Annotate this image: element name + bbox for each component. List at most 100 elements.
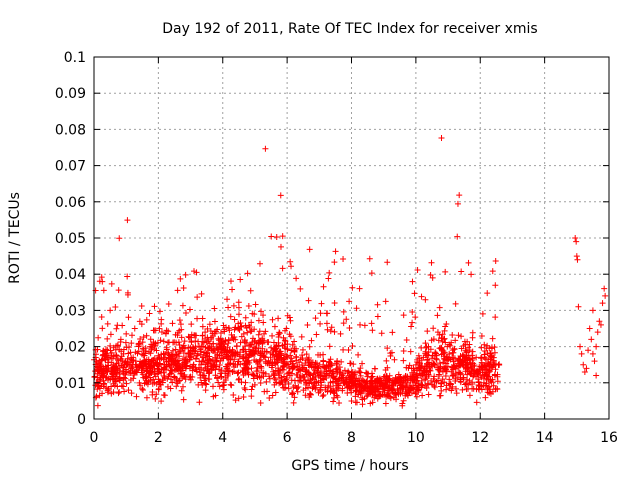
data-point (218, 340, 225, 347)
data-point (178, 370, 185, 377)
data-point (454, 233, 461, 240)
data-point (256, 340, 263, 347)
data-point (465, 259, 472, 266)
data-point (282, 345, 289, 352)
data-point (468, 271, 475, 278)
data-point (108, 366, 115, 373)
data-point (268, 364, 275, 371)
data-point (149, 388, 156, 395)
data-point (578, 350, 585, 357)
data-point (589, 350, 596, 357)
data-point (430, 375, 437, 382)
data-point (130, 375, 137, 382)
data-point (449, 331, 456, 338)
data-point (277, 243, 284, 250)
data-point (438, 387, 445, 394)
data-point (138, 321, 145, 328)
data-point (99, 325, 106, 332)
data-point (306, 371, 313, 378)
data-point (452, 337, 459, 344)
data-point (153, 360, 160, 367)
y-tick-label: 0.06 (55, 195, 86, 211)
data-point (486, 383, 493, 390)
data-point (281, 341, 288, 348)
data-point (384, 345, 391, 352)
data-point (230, 392, 237, 399)
data-point (231, 334, 238, 341)
data-point (208, 363, 215, 370)
data-point (392, 390, 399, 397)
data-point (438, 380, 445, 387)
data-point (290, 390, 297, 397)
data-point (574, 256, 581, 263)
data-point (227, 381, 234, 388)
data-point (95, 383, 102, 390)
data-point (478, 363, 485, 370)
data-point (182, 356, 189, 363)
axis-ticks (93, 56, 610, 420)
data-point (117, 336, 124, 343)
data-point (424, 328, 431, 335)
data-point (191, 347, 198, 354)
data-point (258, 308, 265, 315)
data-point (372, 378, 379, 385)
data-point (346, 325, 353, 332)
data-point (313, 368, 320, 375)
data-point (314, 369, 321, 376)
data-point (422, 383, 429, 390)
data-point (192, 364, 199, 371)
data-point (180, 350, 187, 357)
data-point (338, 378, 345, 385)
data-point (135, 348, 142, 355)
data-point (188, 354, 195, 361)
data-point (331, 394, 338, 401)
data-point (593, 372, 600, 379)
data-point (482, 382, 489, 389)
data-point (163, 344, 170, 351)
data-point (328, 324, 335, 331)
data-point (153, 391, 160, 398)
data-point (419, 382, 426, 389)
data-point (169, 347, 176, 354)
data-point (150, 341, 157, 348)
data-point (109, 355, 116, 362)
data-point (431, 382, 438, 389)
data-point (279, 233, 286, 240)
data-point (320, 391, 327, 398)
data-point (123, 330, 130, 337)
data-point (478, 344, 485, 351)
x-tick-label: 6 (283, 430, 292, 446)
data-point (437, 380, 444, 387)
data-point (169, 379, 176, 386)
data-point (466, 392, 473, 399)
data-point (124, 217, 131, 224)
data-point (253, 372, 260, 379)
data-point (464, 376, 471, 383)
data-point (473, 354, 480, 361)
data-point (249, 347, 256, 354)
data-point (224, 365, 231, 372)
data-point (453, 385, 460, 392)
data-point (455, 332, 462, 339)
data-point (178, 334, 185, 341)
data-point (199, 338, 206, 345)
data-point (400, 348, 407, 355)
data-point (422, 375, 429, 382)
data-point (254, 367, 261, 374)
data-point (418, 377, 425, 384)
data-point (162, 350, 169, 357)
data-point (143, 356, 150, 363)
data-point (230, 302, 237, 309)
y-tick-label: 0.09 (55, 86, 86, 102)
data-point (179, 362, 186, 369)
data-point (320, 351, 327, 358)
data-point (303, 380, 310, 387)
data-point (329, 368, 336, 375)
data-point (403, 337, 410, 344)
data-point (466, 377, 473, 384)
data-point (435, 377, 442, 384)
data-point (118, 348, 125, 355)
data-point (94, 402, 101, 409)
data-point (284, 341, 291, 348)
